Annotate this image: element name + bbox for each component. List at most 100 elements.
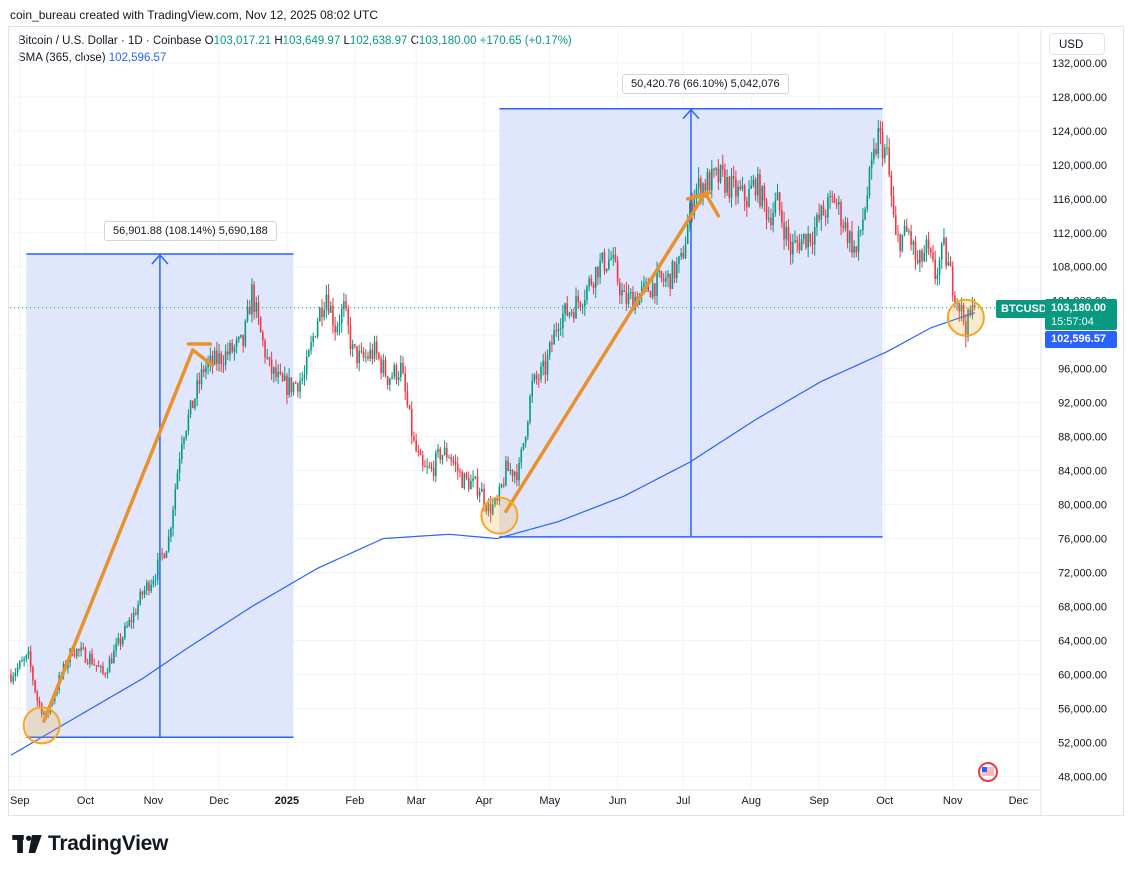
x-tick-label: Mar — [407, 795, 426, 807]
candle-body — [185, 430, 187, 439]
candle-body — [290, 377, 293, 393]
candle-body — [746, 200, 748, 207]
candle-body — [132, 612, 135, 623]
candle-body — [822, 206, 825, 216]
candle-body — [255, 302, 258, 313]
candle-body — [905, 225, 908, 232]
candle-body — [362, 351, 365, 358]
candle-body — [496, 498, 498, 501]
close-label: C — [410, 35, 419, 47]
x-tick-label: Apr — [475, 795, 492, 807]
candle-body — [189, 400, 192, 415]
symbol-legend[interactable]: Bitcoin / U.S. Dollar · 1D · Coinbase O1… — [18, 35, 572, 47]
candle-body — [187, 414, 190, 431]
candle-body — [884, 147, 886, 159]
candle-body — [345, 301, 347, 309]
currency-button[interactable]: USD — [1049, 33, 1105, 55]
candle-body — [870, 159, 873, 169]
candle-body — [890, 174, 893, 197]
candle-body — [75, 649, 78, 657]
candle-body — [702, 183, 704, 199]
candle-body — [222, 364, 225, 366]
candle-body — [483, 488, 485, 506]
candle-body — [603, 252, 606, 272]
chart-frame — [8, 26, 1124, 816]
candle-body — [916, 259, 919, 264]
candle-body — [380, 358, 382, 374]
candle-body — [901, 234, 904, 252]
candle-body — [218, 353, 220, 364]
event-flag-stripes — [982, 767, 994, 776]
candle-body — [798, 242, 801, 251]
candle-body — [623, 290, 625, 293]
candle-body — [969, 309, 972, 316]
candle-body — [273, 367, 275, 374]
candle-body — [327, 294, 330, 313]
candle-body — [844, 222, 847, 228]
candle-body — [835, 202, 838, 205]
candle-body — [481, 488, 483, 492]
candle-body — [625, 292, 628, 304]
candle-body — [513, 471, 516, 477]
candle-body — [553, 330, 555, 345]
sma-tag: 102,596.57 — [1045, 331, 1117, 348]
candle-body — [371, 349, 374, 359]
candle-body — [288, 377, 290, 396]
candle-body — [728, 177, 731, 198]
candle-body — [312, 336, 315, 343]
candle-body — [209, 355, 212, 363]
candle-body — [802, 234, 805, 240]
candle-body — [205, 367, 207, 373]
sma-line — [10, 312, 976, 756]
candle-body — [154, 579, 157, 581]
candle-body — [542, 360, 544, 367]
candle-body — [170, 528, 172, 537]
candle-body — [945, 237, 947, 266]
candle-body — [930, 248, 932, 253]
candle-body — [522, 442, 525, 450]
candle-body — [605, 268, 608, 272]
candle-body — [629, 291, 632, 294]
candle-body — [877, 127, 880, 154]
candle-body — [297, 383, 299, 392]
candle-body — [474, 476, 477, 479]
candle-body — [358, 350, 361, 363]
candle-body — [397, 376, 400, 381]
candle-body — [34, 680, 36, 692]
candle-body — [386, 376, 389, 385]
candle-body — [741, 185, 744, 189]
candle-body — [649, 291, 652, 298]
candle-body — [881, 131, 884, 159]
candle-body — [292, 382, 295, 393]
candle-body — [124, 625, 126, 638]
candle-body — [577, 296, 580, 303]
candle-body — [266, 357, 269, 359]
candle-body — [518, 462, 520, 481]
candle-body — [866, 195, 869, 210]
candle-body — [248, 306, 251, 315]
y-tick-label: 112,000.00 — [1053, 228, 1107, 240]
candle-body — [505, 460, 507, 486]
candle-body — [32, 666, 34, 681]
candle-body — [958, 302, 961, 312]
candle-body — [395, 365, 398, 381]
candle-body — [721, 164, 724, 170]
candle-body — [113, 650, 115, 664]
y-tick-label: 128,000.00 — [1052, 92, 1107, 104]
candle-body — [194, 398, 196, 409]
candle-body — [763, 186, 766, 201]
candle-body — [367, 356, 369, 359]
candle-body — [619, 282, 621, 296]
highlight-circle — [480, 496, 519, 535]
y-tick-label: 48,000.00 — [1058, 771, 1107, 783]
candle-body — [831, 196, 834, 198]
candle-body — [658, 271, 661, 273]
sma-legend[interactable]: SMA (365, close) 102,596.57 — [18, 52, 166, 64]
candle-body — [923, 253, 926, 262]
candle-body — [680, 252, 682, 257]
candle-body — [110, 658, 113, 664]
candle-body — [805, 234, 807, 248]
candle-body — [465, 473, 468, 478]
tradingview-logo[interactable]: TradingView — [12, 832, 168, 856]
